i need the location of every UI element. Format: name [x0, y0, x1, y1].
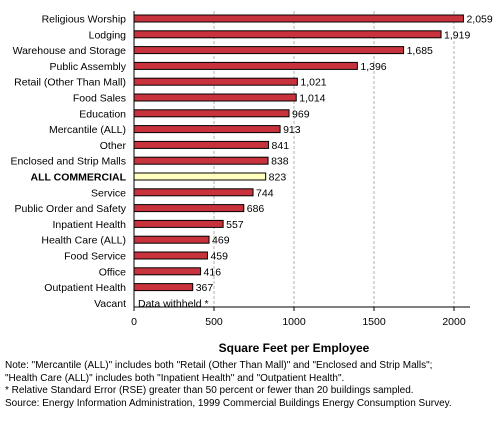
value-label-vacant: Data withheld *	[138, 298, 209, 310]
x-tick-label-1500: 1500	[362, 316, 386, 328]
bar-warehouse-and-storage	[133, 46, 405, 55]
bar-office	[133, 267, 202, 276]
bar-education	[133, 109, 290, 118]
category-label-retail-other-than-mall: Retail (Other Than Mall)	[14, 77, 126, 89]
value-label-inpatient-health: 557	[226, 219, 244, 231]
category-label-religious-worship: Religious Worship	[42, 14, 127, 26]
value-label-education: 969	[292, 108, 310, 120]
value-label-public-order-and-safety: 686	[247, 203, 265, 215]
category-label-food-sales: Food Sales	[73, 93, 126, 105]
value-label-retail-other-than-mall: 1,021	[300, 77, 326, 89]
value-label-outpatient-health: 367	[196, 282, 214, 294]
bar-other	[133, 140, 270, 149]
bar-public-order-and-safety	[133, 204, 245, 213]
value-label-food-sales: 1,014	[299, 93, 325, 105]
value-label-public-assembly: 1,396	[360, 61, 386, 73]
category-label-food-service: Food Service	[64, 251, 126, 263]
bar-outpatient-health	[133, 283, 194, 292]
note-mercantile: Note: "Mercantile (ALL)" includes both "…	[5, 360, 433, 371]
value-label-food-service: 459	[210, 251, 228, 263]
category-label-all-commercial: ALL COMMERCIAL	[31, 172, 127, 184]
bar-food-service	[133, 251, 208, 260]
category-label-mercantile-all: Mercantile (ALL)	[49, 124, 126, 136]
value-label-mercantile-all: 913	[283, 124, 301, 136]
category-label-inpatient-health: Inpatient Health	[52, 219, 126, 231]
note-rse: * Relative Standard Error (RSE) greater …	[5, 385, 414, 397]
category-label-health-care-all: Health Care (ALL)	[41, 235, 126, 247]
category-label-other: Other	[100, 140, 127, 152]
footnotes: Note: "Mercantile (ALL)" includes both "…	[5, 360, 495, 410]
value-label-service: 744	[256, 187, 274, 199]
bar-inpatient-health	[133, 219, 224, 228]
note-source: Source: Energy Information Administratio…	[5, 397, 452, 409]
note-health-care: "Health Care (ALL)" includes both "Inpat…	[5, 372, 345, 384]
bar-mercantile-all	[133, 125, 281, 134]
x-tick-label-2000: 2000	[442, 316, 466, 328]
bar-retail-other-than-mall	[133, 77, 298, 86]
category-label-public-order-and-safety: Public Order and Safety	[15, 203, 127, 215]
x-axis-title: Square Feet per Employee	[219, 341, 370, 355]
value-label-religious-worship: 2,059	[466, 14, 492, 26]
value-label-warehouse-and-storage: 1,685	[407, 45, 433, 57]
category-label-education: Education	[79, 108, 126, 120]
category-label-warehouse-and-storage: Warehouse and Storage	[13, 45, 127, 57]
category-label-vacant: Vacant	[94, 298, 126, 310]
bar-lodging	[133, 30, 442, 39]
bar-all-commercial	[133, 172, 267, 181]
category-label-service: Service	[91, 187, 126, 199]
bar-health-care-all	[133, 235, 210, 244]
x-axis: 0 500 1000 1500 2000	[131, 11, 470, 328]
value-label-health-care-all: 469	[212, 235, 230, 247]
x-tick-label-500: 500	[205, 316, 223, 328]
bar-public-assembly	[133, 61, 358, 70]
bar-religious-worship	[133, 14, 464, 23]
category-labels: Religious Worship Lodging Warehouse and St…	[10, 14, 126, 310]
category-label-outpatient-health: Outpatient Health	[44, 282, 126, 294]
value-label-office: 416	[204, 266, 222, 278]
category-label-public-assembly: Public Assembly	[50, 61, 127, 73]
value-label-enclosed-and-strip-malls: 838	[271, 156, 289, 168]
value-label-other: 841	[272, 140, 290, 152]
x-tick-label-0: 0	[131, 316, 137, 328]
value-label-lodging: 1,919	[444, 29, 470, 41]
bar-food-sales	[133, 93, 297, 102]
category-label-lodging: Lodging	[89, 29, 127, 41]
bars	[133, 14, 464, 292]
x-tick-label-1000: 1000	[282, 316, 306, 328]
bar-enclosed-and-strip-malls	[133, 156, 269, 165]
category-label-office: Office	[99, 266, 126, 278]
category-label-enclosed-and-strip-malls: Enclosed and Strip Malls	[10, 156, 126, 168]
value-label-all-commercial: 823	[269, 172, 287, 184]
bar-service	[133, 188, 254, 197]
